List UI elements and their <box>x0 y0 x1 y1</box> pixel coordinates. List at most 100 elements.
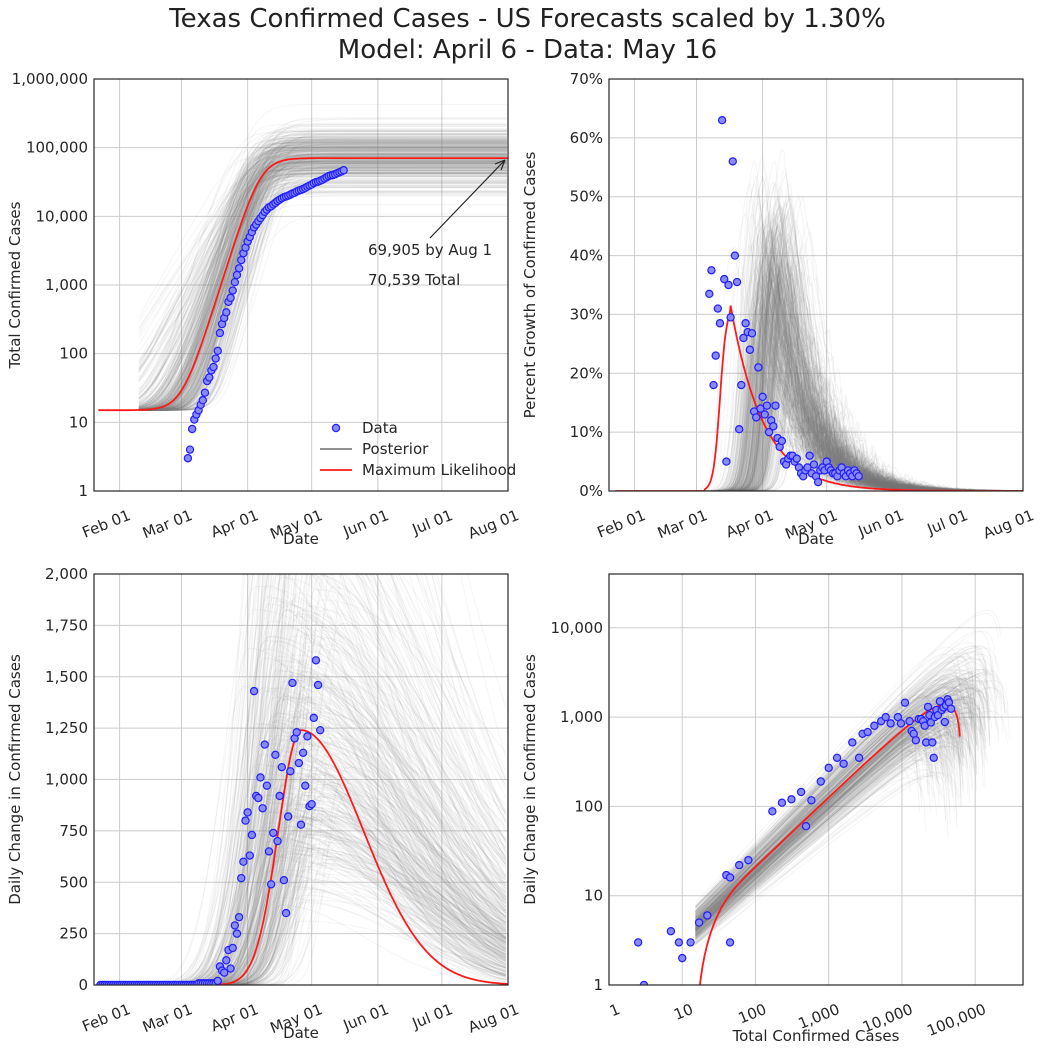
posterior-line <box>138 147 507 411</box>
posterior-line <box>138 162 507 411</box>
posterior-line <box>138 118 507 410</box>
posterior-line <box>695 729 947 937</box>
posterior-line <box>695 676 993 932</box>
posterior-line <box>138 146 507 411</box>
posterior-line <box>160 743 507 985</box>
posterior-line <box>160 838 507 985</box>
posterior-line <box>138 130 507 411</box>
posterior-line <box>695 676 967 923</box>
posterior-line <box>695 759 936 938</box>
posterior-line <box>138 133 507 409</box>
data-point <box>854 753 864 762</box>
posterior-line <box>675 237 1023 491</box>
posterior-line <box>138 166 507 411</box>
posterior-line <box>160 585 507 983</box>
posterior-line <box>695 658 991 919</box>
posterior-line <box>695 721 945 915</box>
posterior-line <box>138 167 507 411</box>
posterior-line <box>695 741 953 935</box>
posterior-line <box>695 727 947 926</box>
posterior-line <box>675 220 1023 491</box>
posterior-line <box>675 168 1023 491</box>
posterior-line <box>160 862 507 985</box>
posterior-line <box>138 148 507 411</box>
posterior-line <box>160 720 506 985</box>
x-tick-label: Feb 01 <box>595 506 648 542</box>
posterior-line <box>695 711 964 929</box>
posterior-line <box>695 741 940 928</box>
data-point <box>809 460 819 469</box>
y-tick-label: 100,000 <box>26 139 88 157</box>
posterior-line <box>160 739 507 985</box>
title-line-2: Model: April 6 - Data: May 16 <box>337 35 718 65</box>
data-point <box>226 293 235 303</box>
data-point <box>292 728 301 737</box>
posterior-line <box>160 640 507 985</box>
posterior-line <box>695 732 945 932</box>
y-tick-label: 70% <box>570 70 603 88</box>
data-point <box>725 873 735 882</box>
posterior-line <box>695 675 971 919</box>
posterior-line <box>695 702 947 918</box>
posterior-line <box>160 794 507 985</box>
posterior-line <box>695 745 934 930</box>
posterior-line <box>138 160 507 366</box>
posterior-line <box>160 733 507 985</box>
posterior-line <box>138 149 507 411</box>
posterior-line <box>160 596 507 985</box>
x-tick-label: Jul 01 <box>409 506 456 539</box>
data-point <box>747 329 757 338</box>
data-point <box>674 938 684 947</box>
posterior-line <box>695 718 978 931</box>
posterior-line <box>160 812 507 985</box>
posterior-line <box>138 164 507 409</box>
posterior-line <box>138 171 507 409</box>
posterior-line <box>160 648 507 985</box>
posterior-line <box>138 168 507 411</box>
posterior-line <box>138 171 507 404</box>
posterior-line <box>160 813 507 985</box>
posterior-line <box>695 767 923 934</box>
posterior-line <box>695 677 982 923</box>
posterior-line <box>138 138 507 411</box>
posterior-line <box>160 771 507 985</box>
posterior-line <box>675 197 1023 491</box>
posterior-line <box>160 655 507 985</box>
posterior-line <box>138 143 507 411</box>
posterior-line <box>138 139 507 411</box>
posterior-line <box>695 684 956 926</box>
posterior-line <box>138 146 507 411</box>
posterior-line <box>138 149 507 411</box>
data-point <box>777 798 787 807</box>
posterior-line <box>138 166 507 406</box>
posterior-line <box>160 574 507 985</box>
posterior-line <box>138 150 507 411</box>
posterior-line <box>138 163 507 410</box>
posterior-line <box>138 160 507 411</box>
posterior-line <box>138 160 507 410</box>
posterior-line <box>160 643 507 985</box>
posterior-line <box>695 669 962 922</box>
data-point <box>854 472 863 481</box>
data-point <box>792 454 801 463</box>
x-tick-label: Mar 01 <box>140 1000 195 1036</box>
posterior-line <box>160 739 507 985</box>
x-tick-label: Aug 01 <box>980 506 1036 543</box>
posterior-line <box>695 739 934 922</box>
posterior-line <box>138 145 507 411</box>
posterior-line <box>695 681 973 923</box>
posterior-line <box>160 782 507 985</box>
posterior-line <box>138 144 507 409</box>
data-point <box>900 698 910 707</box>
posterior-line <box>138 172 507 411</box>
posterior-line <box>138 173 507 398</box>
posterior-line <box>138 150 507 411</box>
posterior-line <box>160 574 507 985</box>
posterior-line <box>160 574 507 985</box>
posterior-line <box>695 658 997 921</box>
posterior-line <box>160 574 507 985</box>
data-points <box>705 115 863 487</box>
posterior-line <box>695 683 960 919</box>
posterior-line <box>138 168 507 411</box>
posterior-line <box>160 724 507 985</box>
